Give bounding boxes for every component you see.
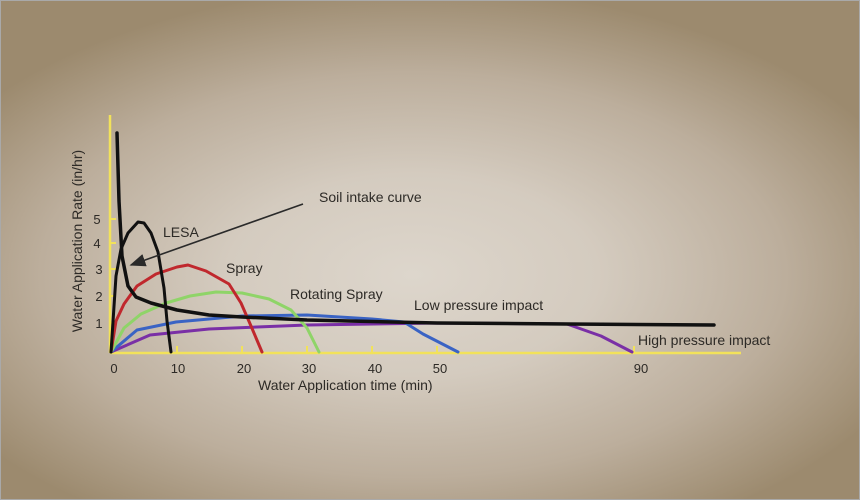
y-tick-labels: 1 2 3 4 5 xyxy=(93,212,102,331)
y-tick-1: 1 xyxy=(95,316,102,331)
label-rotating-spray: Rotating Spray xyxy=(290,286,383,302)
label-lesa: LESA xyxy=(163,224,199,240)
x-tick-50: 50 xyxy=(433,361,447,376)
x-tick-90: 90 xyxy=(634,361,648,376)
x-tick-0: 0 xyxy=(110,361,117,376)
y-tick-2: 2 xyxy=(95,289,102,304)
series-high-pressure-impact xyxy=(109,321,634,354)
y-axis-title: Water Application Rate (in/hr) xyxy=(69,150,85,332)
x-tick-10: 10 xyxy=(171,361,185,376)
soil-intake-arrow xyxy=(129,203,304,267)
axes xyxy=(108,115,741,355)
x-tick-20: 20 xyxy=(237,361,251,376)
label-spray: Spray xyxy=(226,260,263,276)
series-soil-intake-curve xyxy=(115,131,716,327)
x-tick-labels: 0 10 20 30 40 50 90 xyxy=(110,361,648,376)
y-tick-5: 5 xyxy=(93,212,100,227)
series-rotating-spray xyxy=(109,290,321,354)
label-low-pressure: Low pressure impact xyxy=(414,297,543,313)
x-tick-30: 30 xyxy=(302,361,316,376)
x-axis-title: Water Application time (min) xyxy=(258,377,433,393)
series-low-pressure-impact xyxy=(109,313,460,354)
x-ticks xyxy=(176,346,635,353)
label-high-pressure: High pressure impact xyxy=(638,332,770,348)
series-labels: Soil intake curve LESA Spray Rotating Sp… xyxy=(163,189,770,348)
series-lesa xyxy=(109,220,173,354)
y-tick-3: 3 xyxy=(95,262,102,277)
series-spray xyxy=(109,263,264,354)
label-soil-intake: Soil intake curve xyxy=(319,189,422,205)
x-tick-40: 40 xyxy=(368,361,382,376)
series-group xyxy=(109,131,716,354)
y-tick-4: 4 xyxy=(93,236,100,251)
